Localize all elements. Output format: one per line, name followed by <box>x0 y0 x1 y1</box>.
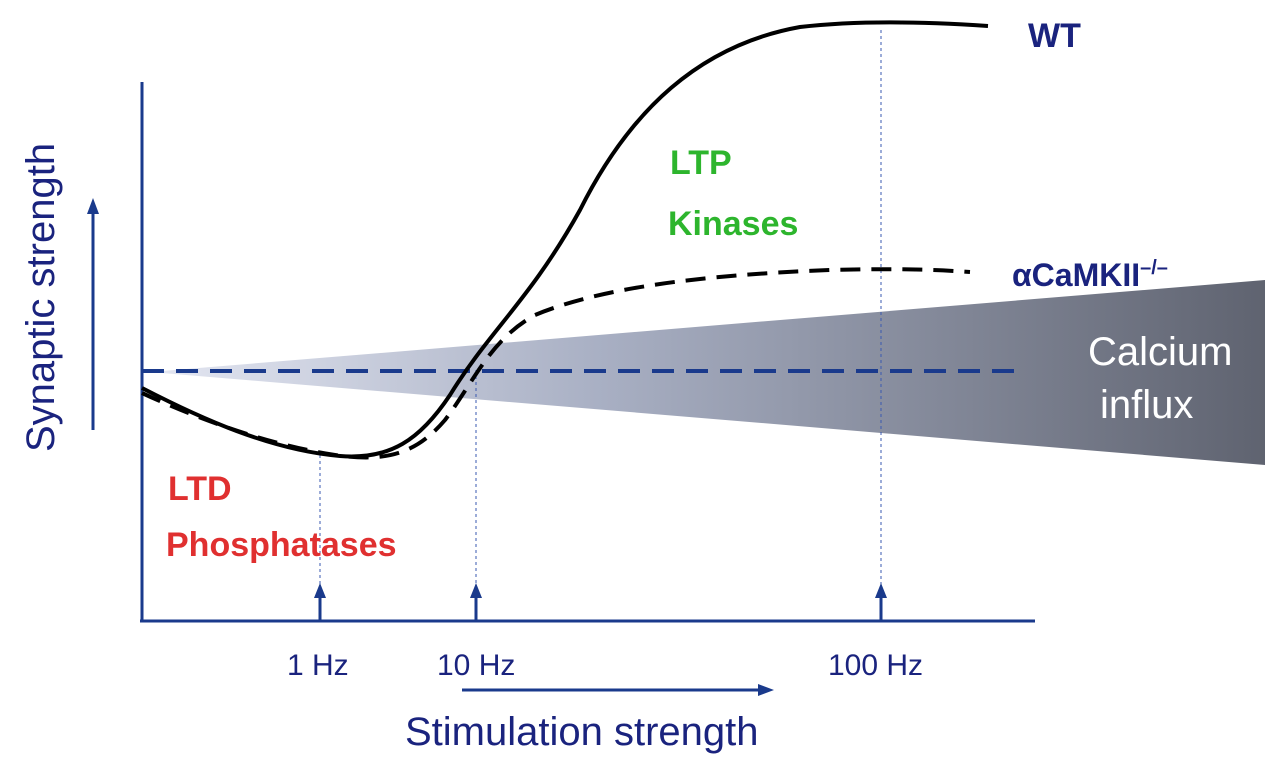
wt-label: WT <box>1028 17 1081 55</box>
y-axis-arrow <box>87 198 99 430</box>
wt-curve <box>141 20 989 459</box>
mutant-label-base: αCaMKII <box>1012 257 1140 293</box>
tick-label-10hz: 10 Hz <box>437 649 515 682</box>
ltp-label: LTP <box>670 144 732 182</box>
tick-arrow-10hz <box>470 583 482 620</box>
calcium-label: Calcium <box>1088 330 1232 374</box>
tick-label-1hz: 1 Hz <box>287 649 349 682</box>
y-axis-title: Synaptic strength <box>19 143 63 452</box>
tick-arrow-1hz <box>314 583 326 620</box>
mutant-label: αCaMKII–/– <box>1012 257 1168 293</box>
tick-arrow-100hz <box>875 583 887 620</box>
ltd-label: LTD <box>168 470 232 508</box>
influx-label: influx <box>1100 383 1193 427</box>
kinases-label: Kinases <box>668 205 798 243</box>
x-axis-arrow <box>462 684 774 696</box>
mutant-label-sup: –/– <box>1140 257 1168 279</box>
x-axis-title: Stimulation strength <box>405 710 759 754</box>
tick-label-100hz: 100 Hz <box>828 649 923 682</box>
phosphatases-label: Phosphatases <box>166 526 397 564</box>
